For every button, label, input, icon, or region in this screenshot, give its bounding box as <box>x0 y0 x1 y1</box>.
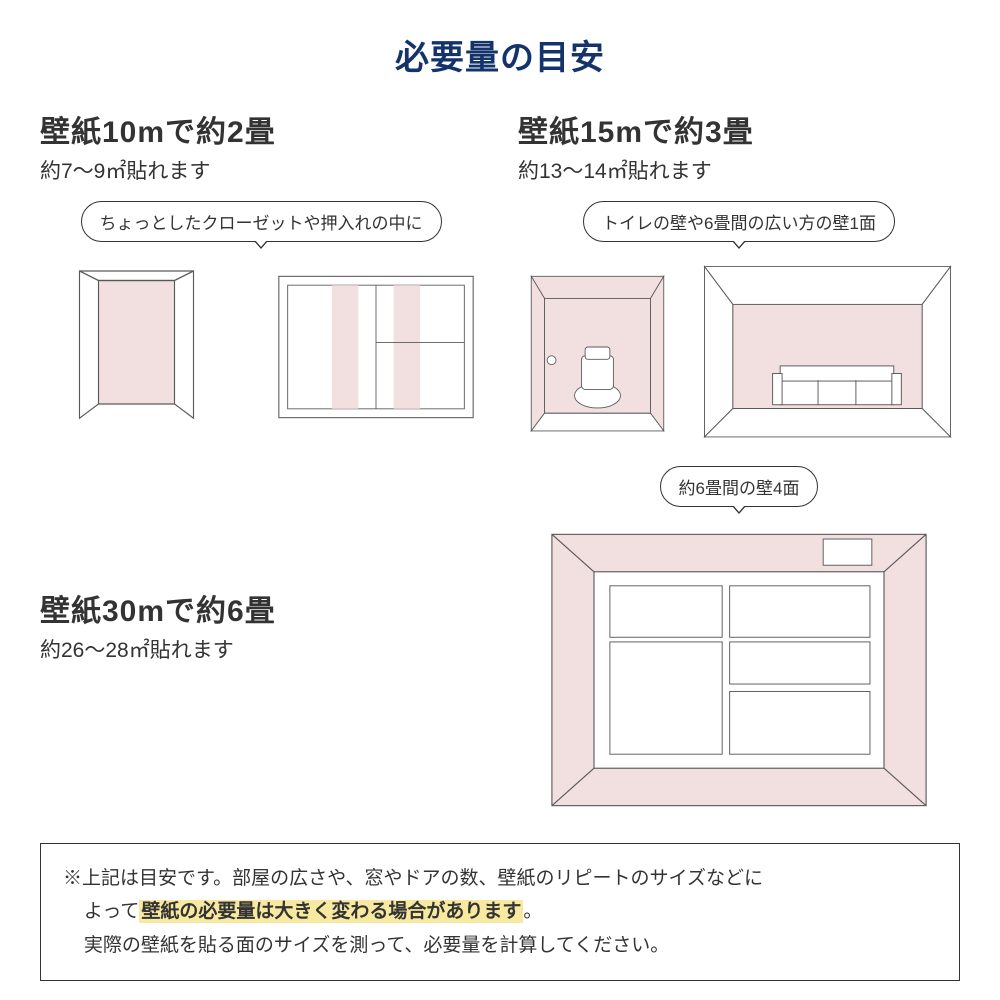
illus-row-15m <box>518 252 960 442</box>
caption-bubble-30m: 約6畳間の壁4面 <box>660 466 819 507</box>
page-title: 必要量の目安 <box>40 30 960 79</box>
closet-illustration <box>40 252 252 442</box>
note-line2: よって壁紙の必要量は大きく変わる場合があります。 <box>63 895 937 928</box>
sliding-closet-illustration <box>270 252 482 442</box>
note-box: ※上記は目安です。部屋の広さや、窓やドアの数、壁紙のリピートのサイズなどに よっ… <box>40 843 960 981</box>
section-30m-illus: 約6畳間の壁4面 <box>518 466 960 815</box>
note-line3-text: 実際の壁紙を貼る面のサイズを測って、必要量を計算してください。 <box>84 935 669 956</box>
section-heading-30m: 壁紙30mで約6畳 <box>40 586 482 630</box>
section-sub-10m: 約7～9㎡貼れます <box>40 155 482 185</box>
note-line3: 実際の壁紙を貼る面のサイズを測って、必要量を計算してください。 <box>63 929 937 962</box>
section-15m: 壁紙15mで約3畳 約13～14㎡貼れます トイレの壁や6畳間の広い方の壁1面 <box>518 107 960 442</box>
illus-row-10m <box>40 252 482 442</box>
section-heading-15m: 壁紙15mで約3畳 <box>518 107 960 151</box>
living-wall-illustration <box>695 252 960 442</box>
section-heading-10m: 壁紙10mで約2畳 <box>40 107 482 151</box>
caption-bubble-10m: ちょっとしたクローゼットや押入れの中に <box>81 201 442 242</box>
caption-bubble-15m: トイレの壁や6畳間の広い方の壁1面 <box>583 201 895 242</box>
section-sub-15m: 約13～14㎡貼れます <box>518 155 960 185</box>
note-line2-prefix: よって <box>84 901 139 922</box>
section-sub-30m: 約26～28㎡貼れます <box>40 634 482 664</box>
toilet-illustration <box>518 252 677 442</box>
section-30m-text: 壁紙30mで約6畳 約26～28㎡貼れます <box>40 466 482 680</box>
section-30m-row: 壁紙30mで約6畳 約26～28㎡貼れます 約6畳間の壁4面 <box>40 466 960 815</box>
note-line1-text: ※上記は目安です。部屋の広さや、窓やドアの数、壁紙のリピートのサイズなどに <box>63 868 763 889</box>
note-highlight: 壁紙の必要量は大きく変わる場合があります <box>139 900 523 923</box>
top-row: 壁紙10mで約2畳 約7～9㎡貼れます ちょっとしたクローゼットや押入れの中に <box>40 107 960 442</box>
room-6tatami-illustration <box>518 525 960 815</box>
note-line2-suffix: 。 <box>523 901 542 922</box>
section-10m: 壁紙10mで約2畳 約7～9㎡貼れます ちょっとしたクローゼットや押入れの中に <box>40 107 482 442</box>
note-line1: ※上記は目安です。部屋の広さや、窓やドアの数、壁紙のリピートのサイズなどに <box>63 862 937 895</box>
